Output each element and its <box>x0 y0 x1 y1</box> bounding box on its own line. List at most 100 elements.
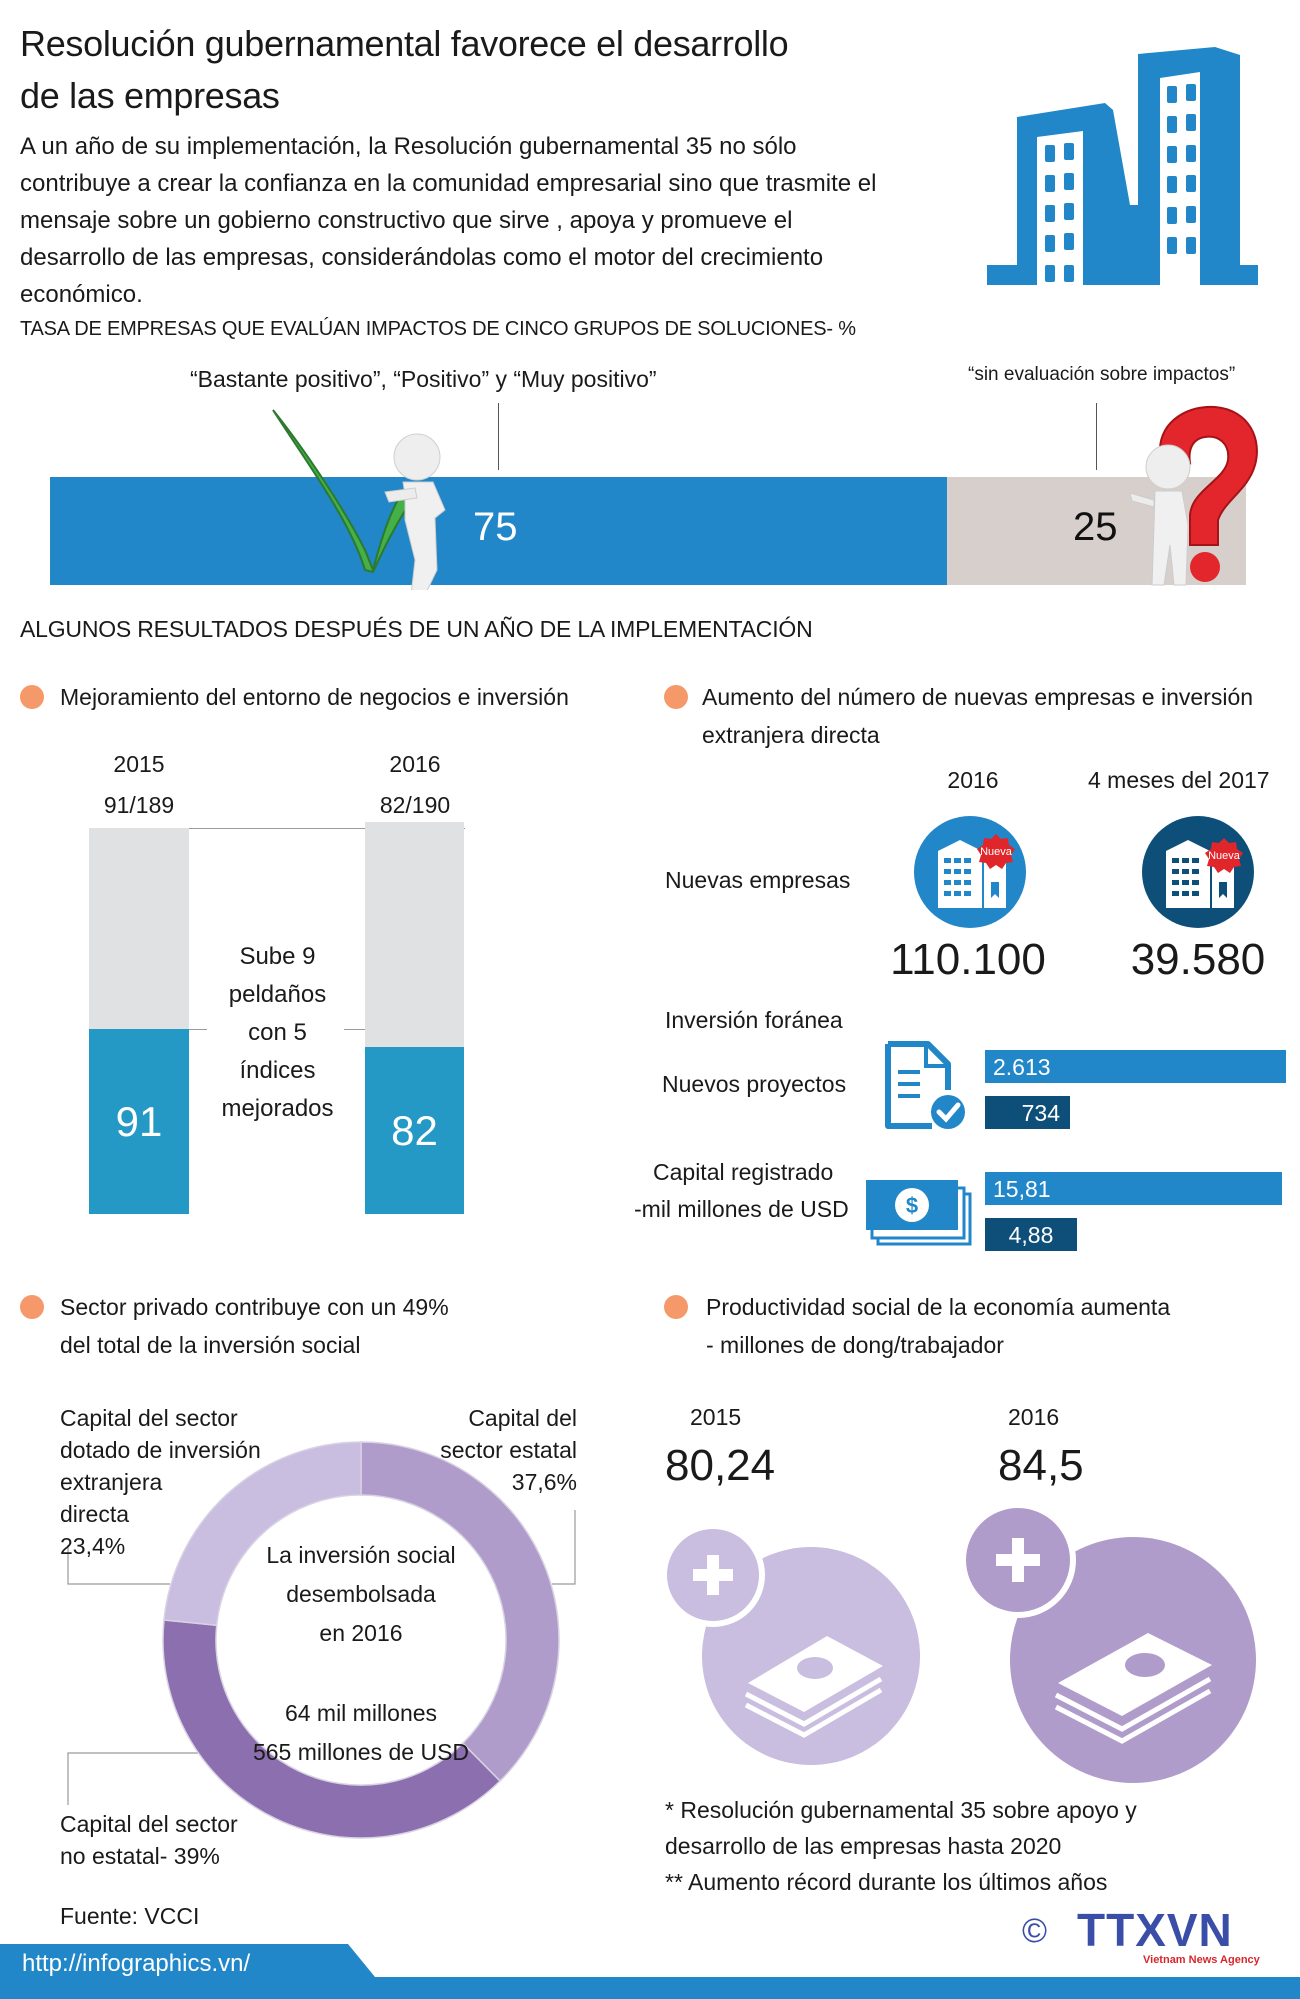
footnote-line: desarrollo de las empresas hasta 2020 <box>665 1833 1062 1859</box>
section-bullet-icon <box>664 685 688 709</box>
nueva-badge-text: Nueva <box>980 846 1013 858</box>
fdi-label: Capital del sector dotado de inversión e… <box>60 1402 261 1562</box>
building-badge-icon: Nueva <box>1166 838 1243 908</box>
footnotes: * Resolución gubernamental 35 sobre apoy… <box>665 1792 1137 1900</box>
intro-paragraph: A un año de su implementación, la Resolu… <box>20 128 980 313</box>
footnote-line: * Resolución gubernamental 35 sobre apoy… <box>665 1797 1137 1823</box>
donut-segment-state <box>360 1441 560 1783</box>
donut-center-value: 64 mil millones 565 millones de USD <box>201 1694 521 1772</box>
label-line: 37,6% <box>511 1469 577 1495</box>
note-line: índices <box>239 1057 316 1084</box>
rank-bar-2016-remainder <box>365 822 464 1047</box>
svg-text:$: $ <box>906 1193 918 1218</box>
new-company-icon-2017: Nueva <box>1142 816 1254 928</box>
footer-url-tab <box>0 1944 375 1999</box>
page-title: Resolución gubernamental favorece el des… <box>20 18 789 122</box>
rank-change-note: Sube 9 peldaños con 5 índices mejorados <box>205 938 350 1128</box>
money-plus-icon-2015 <box>661 1525 920 1765</box>
copyright-icon: © <box>1022 1912 1048 1950</box>
new-projects-bar-2017: 734 <box>985 1096 1070 1129</box>
infographics-link[interactable]: http://infographics.vn/ <box>22 1950 251 1977</box>
bar-value: 734 <box>1021 1100 1060 1126</box>
productivity-title-2: - millones de dong/trabajador <box>706 1332 1004 1358</box>
title-line-1: Resolución gubernamental favorece el des… <box>20 23 789 64</box>
rank-2015: 91/189 <box>103 792 175 818</box>
no-eval-label: “sin evaluación sobre impactos” <box>968 364 1236 385</box>
intro-line: mensaje sobre un gobierno constructivo q… <box>20 207 793 234</box>
positive-label: “Bastante positivo”, “Positivo” y “Muy p… <box>190 366 657 392</box>
year-2015: 2015 <box>113 751 165 777</box>
nueva-badge-text: Nueva <box>1208 850 1241 862</box>
new-projects-label: Nuevos proyectos <box>662 1071 847 1097</box>
label-line: extranjera <box>60 1469 163 1495</box>
label-line: 23,4% <box>60 1533 126 1559</box>
positive-value: 75 <box>473 505 518 549</box>
new-enterprises-title-1: Aumento del número de nuevas empresas e … <box>702 684 1254 710</box>
donut-center-text: La inversión social desembolsada en 2016 <box>221 1536 501 1653</box>
business-env-title: Mejoramiento del entorno de negocios e i… <box>60 684 569 710</box>
rank-2016: 82/190 <box>379 792 451 818</box>
connector-line-right <box>344 1029 365 1030</box>
new-company-icon-2016: Nueva <box>914 816 1026 928</box>
section-bullet-icon <box>664 1295 688 1319</box>
investment-donut-chart <box>67 1441 576 1839</box>
building-badge-icon: Nueva <box>938 834 1015 908</box>
state-label: Capital del sector estatal 37,6% <box>380 1402 577 1498</box>
no-eval-tick-line <box>1096 403 1097 470</box>
capital-label-1: Capital registrado <box>653 1159 834 1185</box>
productivity-title-1: Productividad social de la economía aume… <box>706 1294 1171 1320</box>
new-projects-bar-2016: 2.613 <box>985 1050 1286 1083</box>
bar-value: 4,88 <box>1008 1222 1054 1248</box>
productivity-year-2016: 2016 <box>1008 1404 1060 1430</box>
new-enterprises-label: Nuevas empresas <box>665 867 851 893</box>
label-line: no estatal- 39% <box>60 1843 220 1869</box>
rank-value-2016: 82 <box>391 1106 438 1154</box>
rank-bar-2016: 82 <box>365 1047 464 1214</box>
rank-bar-2015-remainder <box>89 828 189 1029</box>
productivity-value-2015: 80,24 <box>665 1441 776 1490</box>
capital-bar-2017: 4,88 <box>985 1218 1077 1251</box>
label-line: Capital del sector <box>60 1811 238 1837</box>
label-line: Capital del <box>468 1405 577 1431</box>
ttxvn-logo: TTXVN <box>1077 1904 1233 1956</box>
intro-line: económico. <box>20 281 143 308</box>
center-line: desembolsada <box>286 1581 436 1607</box>
rank-bar-2015: 91 <box>89 1029 189 1214</box>
new-enterprises-2017-value: 39.580 <box>1130 935 1266 984</box>
footnote-line: ** Aumento récord durante los últimos añ… <box>665 1869 1108 1895</box>
foreign-investment-label: Inversión foránea <box>665 1007 843 1033</box>
productivity-year-2015: 2015 <box>690 1404 742 1430</box>
center-line: La inversión social <box>266 1542 456 1568</box>
title-line-2: de las empresas <box>20 75 280 116</box>
no-eval-value: 25 <box>1073 505 1118 549</box>
note-line: peldaños <box>228 981 327 1008</box>
center-line: 64 mil millones <box>284 1700 438 1726</box>
agency-subtitle: Vietnam News Agency <box>1143 1954 1260 1966</box>
capital-bar-2016: 15,81 <box>985 1172 1282 1205</box>
note-line: mejorados <box>221 1095 334 1122</box>
results-heading: ALGUNOS RESULTADOS DESPUÉS DE UN AÑO DE … <box>20 616 813 642</box>
private-sector-title-1: Sector privado contribuye con un 49% <box>60 1294 449 1320</box>
green-checkmark-figure-icon <box>272 409 446 590</box>
money-stack-icon: $ <box>866 1180 972 1246</box>
note-line: Sube 9 <box>239 943 316 970</box>
connector-line-left <box>189 1029 207 1030</box>
positive-tick-line <box>498 403 499 470</box>
intro-line: A un año de su implementación, la Resolu… <box>20 133 797 160</box>
section-bullet-icon <box>20 1295 44 1319</box>
office-buildings-icon <box>987 47 1258 285</box>
red-question-mark-figure-icon <box>1130 405 1258 586</box>
center-line: en 2016 <box>319 1620 403 1646</box>
label-line: sector estatal <box>440 1437 577 1463</box>
positive-bar-segment <box>50 477 947 585</box>
productivity-value-2016: 84,5 <box>998 1441 1084 1490</box>
new-enterprises-2016-value: 110.100 <box>890 935 1046 984</box>
year-2016: 2016 <box>389 751 441 777</box>
bar-value: 15,81 <box>993 1176 1051 1202</box>
label-line: directa <box>60 1501 130 1527</box>
non-state-label: Capital del sector no estatal- 39% <box>60 1808 238 1872</box>
new-enterprises-title-2: extranjera directa <box>702 722 880 748</box>
note-line: con 5 <box>248 1019 307 1046</box>
donut-segment-non-state <box>162 1619 502 1839</box>
bar-value: 2.613 <box>993 1054 1051 1080</box>
